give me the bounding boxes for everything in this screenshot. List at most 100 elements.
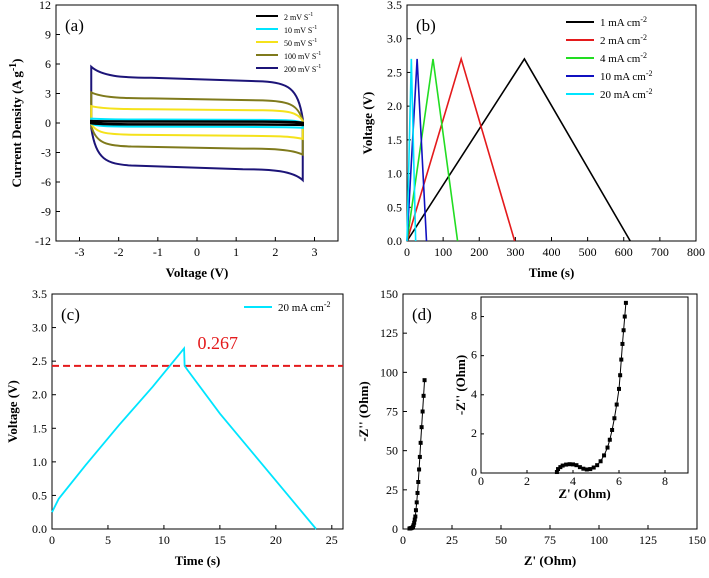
y-tick-label: 0.0 (387, 234, 402, 248)
inset-point (605, 445, 610, 450)
nyquist-point (421, 393, 426, 398)
nyquist-point (422, 378, 427, 383)
x-axis-title: Voltage (V) (166, 265, 229, 280)
panel-tag: (b) (416, 16, 436, 35)
cv-loop (90, 119, 304, 127)
inset-point (571, 462, 575, 467)
legend-label: 2 mA cm-2 (600, 33, 647, 47)
y-tick-label: 3.5 (32, 287, 47, 301)
gcd-curve (406, 58, 428, 242)
legend-label: 1 mA cm-2 (600, 15, 647, 29)
x-tick-label: 500 (579, 245, 597, 259)
inset-y-axis-title: -Z'' (Ohm) (453, 355, 468, 415)
inset-point (620, 341, 625, 346)
x-tick-label: 3 (312, 245, 318, 259)
x-tick-label: -1 (153, 245, 163, 259)
inset-point (607, 437, 612, 442)
legend-label: 10 mA cm-2 (600, 69, 653, 83)
x-tick-label: 100 (590, 533, 608, 547)
y-tick-label: -12 (35, 234, 51, 248)
inset-point (567, 462, 572, 467)
y-tick-label: 50 (386, 444, 398, 458)
inset-line (556, 302, 627, 473)
inset-x-tick-label: 4 (570, 474, 576, 488)
inset-point (577, 465, 582, 470)
legend-label: 10 mV S-1 (284, 25, 317, 35)
x-tick-label: 0 (400, 533, 406, 547)
inset-point (614, 402, 619, 407)
inset-point (617, 386, 621, 391)
y-tick-label: 6 (45, 57, 51, 71)
x-tick-label: 125 (639, 533, 657, 547)
y-tick-label: 3.0 (387, 32, 402, 46)
inset-point (564, 462, 569, 467)
x-tick-label: 75 (544, 533, 556, 547)
inset-point (612, 416, 617, 421)
x-tick-label: 20 (270, 533, 282, 547)
y-axis-title: -Z'' (Ohm) (356, 381, 371, 441)
legend-label: 20 mA cm-2 (278, 300, 331, 314)
inset-point (581, 466, 586, 471)
x-axis-title: Time (s) (175, 553, 221, 568)
y-tick-label: 9 (45, 28, 51, 42)
y-tick-label: 0 (392, 522, 398, 536)
x-tick-label: 10 (158, 533, 170, 547)
x-tick-label: 25 (326, 533, 338, 547)
inset-point (623, 300, 628, 305)
inset-point (554, 470, 559, 475)
x-tick-label: 1 (233, 245, 239, 259)
inset-point (618, 373, 623, 378)
y-tick-label: 150 (380, 287, 398, 301)
nyquist-point (412, 517, 417, 522)
x-tick-label: 600 (615, 245, 633, 259)
y-axis-title: Voltage (V) (5, 380, 20, 443)
x-tick-label: 400 (543, 245, 561, 259)
inset-x-tick-label: 2 (524, 474, 530, 488)
nyquist-point (416, 480, 421, 484)
nyquist-point (414, 500, 419, 505)
inset: 0 2 4 6 8 0 2 4 6 8 Z' (Ohm) -Z'' (Ohm) (453, 296, 689, 501)
x-tick-label: 0 (194, 245, 200, 259)
inset-point (602, 453, 607, 458)
cv-loop (90, 117, 304, 129)
x-tick-label: 800 (687, 245, 705, 259)
x-tick-label: 0 (404, 245, 410, 259)
inset-y-tick-label: 2 (471, 426, 477, 440)
inset-x-axis-title: Z' (Ohm) (558, 486, 610, 501)
inset-point (560, 463, 565, 468)
y-tick-label: 3 (45, 87, 51, 101)
inset-x-tick-label: 8 (662, 474, 668, 488)
y-tick-label: 100 (380, 365, 398, 379)
x-tick-label: 200 (470, 245, 488, 259)
panel-c: 0 5 10 15 20 25 0.0 0.5 1.0 1.5 2.0 2.5 3.0 3.5 Time (… (5, 287, 344, 568)
y-tick-label: -3 (41, 146, 51, 160)
inset-point (591, 465, 596, 470)
y-tick-label: 0.5 (387, 200, 402, 214)
legend-label: 4 mA cm-2 (600, 51, 647, 65)
nyquist-point (417, 454, 422, 459)
y-tick-label: 3.0 (32, 321, 47, 335)
legend-label: 100 mV S-1 (284, 51, 321, 61)
nyquist-point (417, 467, 422, 472)
nyquist-point (411, 523, 416, 528)
legend-label: 200 mV S-1 (284, 64, 321, 74)
nyquist-point (418, 440, 423, 445)
gcd-curve (406, 56, 516, 242)
nyquist-line (409, 380, 426, 530)
inset-y-tick-label: 4 (471, 387, 477, 401)
panel-tag: (d) (412, 305, 432, 324)
nyquist-point (412, 520, 417, 525)
inset-point (621, 328, 626, 333)
nyquist-point (413, 508, 418, 513)
y-tick-label: 0.0 (32, 522, 47, 536)
inset-point (619, 357, 624, 362)
legend-label: 2 mV S-1 (284, 12, 313, 22)
inset-y-tick-label: 6 (471, 348, 477, 362)
legend-label: 20 mA cm-2 (600, 87, 653, 101)
y-tick-label: -6 (41, 175, 51, 189)
legend-label: 50 mV S-1 (284, 38, 317, 48)
y-tick-label: 1.5 (32, 421, 47, 435)
ir-drop-annotation: 0.267 (198, 333, 239, 353)
x-tick-label: 50 (495, 533, 507, 547)
